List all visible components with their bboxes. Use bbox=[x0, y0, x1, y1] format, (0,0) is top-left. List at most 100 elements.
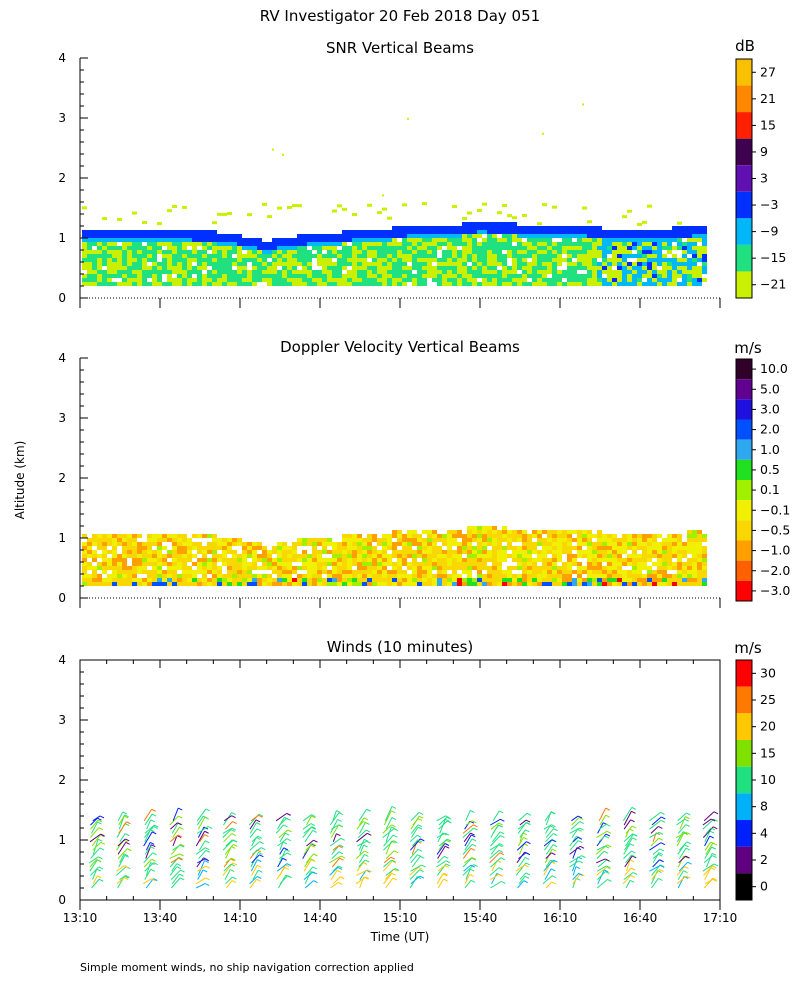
wind-barb-flag bbox=[550, 868, 556, 872]
doppler-cell bbox=[182, 534, 187, 538]
snr-cell bbox=[302, 242, 307, 246]
wind-barb bbox=[437, 832, 444, 843]
doppler-cell bbox=[402, 538, 407, 542]
snr-cell bbox=[597, 278, 602, 282]
snr-cell bbox=[127, 274, 132, 278]
snr-cell bbox=[97, 266, 102, 270]
doppler-cell bbox=[622, 582, 627, 586]
snr-cell bbox=[402, 203, 407, 207]
snr-cell bbox=[587, 258, 592, 262]
snr-cell bbox=[587, 246, 592, 250]
snr-cell bbox=[502, 204, 507, 208]
doppler-cell bbox=[567, 550, 572, 554]
doppler-cell bbox=[197, 562, 202, 566]
doppler-cell bbox=[512, 538, 517, 542]
wind-barb bbox=[169, 853, 180, 860]
doppler-cell bbox=[417, 542, 422, 546]
doppler-cell bbox=[392, 546, 397, 550]
snr-cell bbox=[652, 238, 657, 242]
doppler-cell bbox=[462, 542, 467, 546]
doppler-cell bbox=[652, 570, 657, 574]
snr-cell bbox=[282, 266, 287, 270]
doppler-cell bbox=[177, 566, 182, 570]
wind-barb bbox=[329, 855, 342, 864]
doppler-cell bbox=[572, 538, 577, 542]
snr-cell bbox=[617, 238, 622, 242]
doppler-cell bbox=[127, 582, 132, 586]
doppler-cell bbox=[532, 558, 537, 562]
wind-barb bbox=[279, 817, 287, 826]
doppler-cell bbox=[447, 582, 452, 586]
wind-barb bbox=[490, 881, 502, 889]
doppler-cell bbox=[462, 582, 467, 586]
wind-barb bbox=[119, 853, 125, 864]
snr-cell bbox=[362, 234, 367, 238]
doppler-cell bbox=[342, 546, 347, 550]
wind-barb bbox=[491, 873, 498, 885]
doppler-cell bbox=[272, 550, 277, 554]
snr-cell bbox=[197, 234, 202, 238]
snr-cell bbox=[497, 238, 502, 242]
doppler-cell bbox=[162, 570, 167, 574]
snr-cell bbox=[477, 258, 482, 262]
doppler-cell bbox=[297, 578, 302, 582]
wind-barb-flag bbox=[364, 850, 369, 854]
snr-cell bbox=[407, 117, 409, 120]
snr-cell bbox=[422, 254, 427, 258]
doppler-cell bbox=[677, 570, 682, 574]
snr-cell bbox=[542, 270, 547, 274]
doppler-cell bbox=[692, 574, 697, 578]
wind-barb-flag bbox=[630, 867, 636, 871]
wind-barb bbox=[518, 837, 524, 847]
doppler-cell bbox=[222, 550, 227, 554]
snr-cell bbox=[377, 270, 382, 274]
wind-barb-flag bbox=[287, 875, 292, 879]
doppler-cell bbox=[432, 534, 437, 538]
snr-cell bbox=[632, 234, 637, 238]
snr-cell bbox=[112, 230, 117, 234]
wind-barb-flag bbox=[630, 819, 635, 823]
snr-cell bbox=[352, 246, 357, 250]
doppler-cell bbox=[182, 562, 187, 566]
snr-cell bbox=[687, 278, 692, 282]
snr-cell bbox=[87, 278, 92, 282]
doppler-cell bbox=[547, 550, 552, 554]
wind-barb bbox=[92, 868, 98, 880]
snr-cell bbox=[367, 234, 372, 238]
doppler-cell bbox=[97, 562, 102, 566]
wind-barb bbox=[306, 839, 314, 847]
snr-cell bbox=[677, 262, 682, 266]
snr-cell bbox=[377, 238, 382, 242]
snr-cell bbox=[552, 258, 557, 262]
doppler-cell bbox=[522, 570, 527, 574]
colorbar-label: 27 bbox=[760, 64, 776, 79]
snr-cell bbox=[617, 230, 622, 234]
wind-barb bbox=[572, 873, 581, 885]
doppler-cell bbox=[327, 578, 332, 582]
wind-barb bbox=[277, 858, 284, 868]
snr-cell bbox=[642, 234, 647, 238]
snr-cell bbox=[632, 246, 637, 250]
snr-cell bbox=[602, 254, 607, 258]
snr-cell bbox=[137, 266, 142, 270]
doppler-cell bbox=[202, 562, 207, 566]
snr-cell bbox=[142, 246, 147, 250]
doppler-cell bbox=[307, 554, 312, 558]
wind-barb-flag bbox=[711, 852, 717, 856]
snr-cell bbox=[477, 274, 482, 278]
wind-barb-flag bbox=[179, 826, 184, 830]
doppler-cell bbox=[517, 534, 522, 538]
doppler-cell bbox=[172, 562, 177, 566]
snr-cell bbox=[492, 226, 497, 230]
snr-cell bbox=[142, 278, 147, 282]
doppler-cell bbox=[417, 570, 422, 574]
colorbar-swatch bbox=[736, 686, 752, 714]
snr-cell bbox=[607, 246, 612, 250]
snr-cell bbox=[557, 234, 562, 238]
wind-barb-flag bbox=[365, 829, 371, 833]
colorbar-swatch bbox=[736, 740, 752, 767]
snr-cell bbox=[532, 270, 537, 274]
wind-barb bbox=[356, 832, 368, 843]
wind-barb-flag bbox=[229, 869, 235, 873]
snr-cell bbox=[307, 270, 312, 274]
